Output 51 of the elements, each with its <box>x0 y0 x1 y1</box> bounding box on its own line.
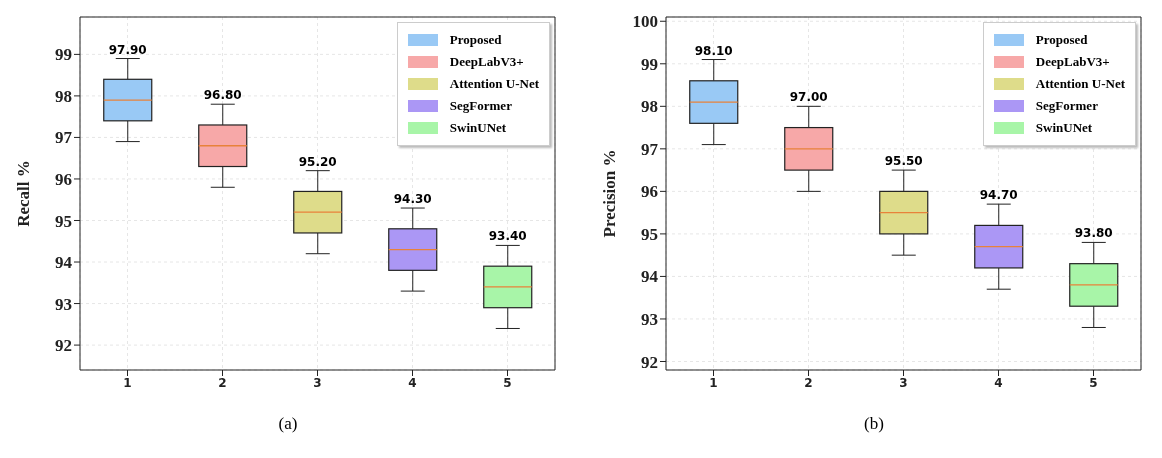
y-tick-label: 94 <box>641 267 659 287</box>
y-tick-label: 96 <box>55 170 72 189</box>
legend-label: DeepLabV3+ <box>449 54 524 70</box>
legend-label: DeepLabV3+ <box>1035 54 1110 70</box>
x-tick-label: 4 <box>408 375 417 390</box>
y-tick-label: 92 <box>55 336 72 356</box>
x-tick-label: 2 <box>218 375 227 390</box>
legend-label: Attention U-Net <box>1035 76 1125 92</box>
y-tick-label: 96 <box>641 182 658 202</box>
legend-label: SwinUNet <box>1035 120 1093 136</box>
annotation: 97.90 <box>108 42 147 57</box>
legend-label: Attention U-Net <box>449 76 539 92</box>
legend-label: SegFormer <box>449 98 512 114</box>
y-tick-label: 99 <box>55 45 72 65</box>
y-tick-label: 93 <box>55 294 72 314</box>
annotation: 94.30 <box>393 192 432 207</box>
y-tick-label: 100 <box>632 12 658 32</box>
annotation: 95.20 <box>298 154 337 169</box>
y-tick-label: 97 <box>641 139 659 159</box>
x-tick-label: 5 <box>1089 375 1098 390</box>
y-tick-label: 93 <box>641 310 658 329</box>
legend-label: Proposed <box>449 32 502 48</box>
x-tick-label: 5 <box>503 375 512 390</box>
y-tick-label: 98 <box>641 97 658 117</box>
y-axis-title: Recall % <box>14 160 34 227</box>
legend-label: SwinUNet <box>449 120 507 136</box>
x-tick-label: 1 <box>123 375 132 390</box>
y-axis-title: Precision % <box>600 149 620 238</box>
y-tick-label: 97 <box>55 128 73 148</box>
annotation: 93.80 <box>1074 226 1113 241</box>
annotation: 94.70 <box>979 188 1018 203</box>
x-tick-label: 1 <box>709 375 718 390</box>
x-tick-label: 2 <box>804 375 813 390</box>
y-tick-label: 99 <box>641 54 658 74</box>
legend-label: Proposed <box>1035 32 1088 48</box>
annotation: 95.50 <box>884 154 923 169</box>
annotation: 93.40 <box>488 229 527 244</box>
x-tick-label: 4 <box>994 375 1003 390</box>
annotation: 97.00 <box>789 90 828 105</box>
y-tick-label: 94 <box>55 253 73 273</box>
y-tick-label: 95 <box>641 224 658 244</box>
text: (b) <box>863 414 885 434</box>
x-tick-label: 3 <box>899 375 908 390</box>
annotation: 96.80 <box>203 88 242 103</box>
y-tick-label: 92 <box>641 352 658 372</box>
y-tick-label: 98 <box>55 86 72 106</box>
legend-label: SegFormer <box>1035 98 1098 114</box>
text: (a) <box>277 414 299 434</box>
x-tick-label: 3 <box>313 375 322 390</box>
y-tick-label: 95 <box>55 211 72 231</box>
annotation: 98.10 <box>694 43 733 58</box>
